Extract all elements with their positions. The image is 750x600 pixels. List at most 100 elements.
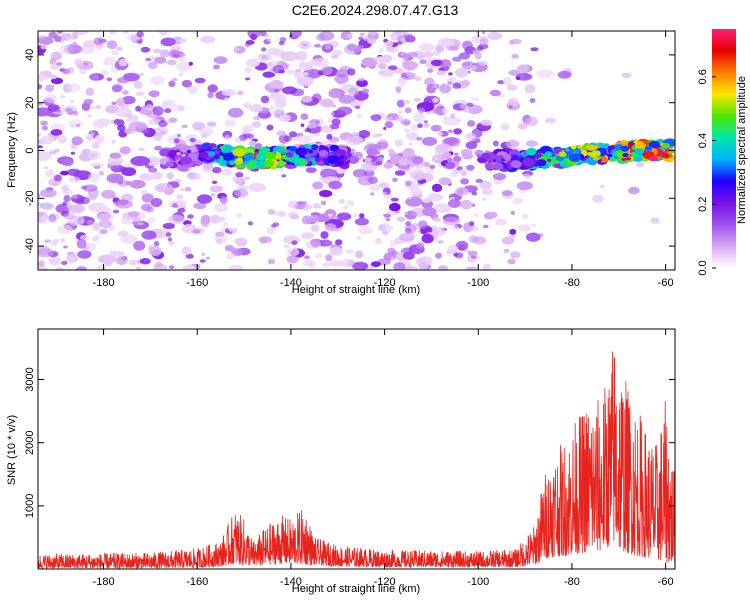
spectrogram-cell <box>254 143 263 150</box>
spectrogram-cell <box>233 237 246 245</box>
spectrogram-cell <box>507 97 519 108</box>
spectrogram-cell <box>227 107 244 118</box>
spectrogram-signal-cell <box>314 157 322 163</box>
spectrogram-signal-cell <box>611 152 618 157</box>
spectrogram-signal-cell <box>644 145 653 152</box>
spectrogram-cell <box>122 90 129 95</box>
spectrogram-cell <box>117 230 128 237</box>
spectrogram-signal-cell <box>503 154 512 161</box>
spectrogram-cell <box>140 46 151 53</box>
spectrogram-cell <box>38 133 42 137</box>
spectrogram-cell <box>250 33 258 40</box>
spectrogram-cell <box>374 237 383 245</box>
spectrogram-cell <box>372 133 379 138</box>
spectrogram-cell <box>473 213 479 218</box>
spectrogram-cell <box>507 258 516 265</box>
spectrogram-signal-cell <box>308 149 313 154</box>
spectrogram-cell <box>115 256 128 266</box>
x-tick-label: -160 <box>186 277 208 289</box>
spectrogram-cell <box>408 142 412 146</box>
spectrogram-cell <box>356 235 362 241</box>
spectrogram-cell <box>422 207 437 217</box>
spectrogram-cell <box>236 213 243 217</box>
spectrogram-cell <box>245 40 255 45</box>
spectrogram-cell <box>511 38 522 45</box>
spectrogram-cell <box>140 203 152 212</box>
spectrogram-cell <box>72 110 79 116</box>
spectrogram-cell <box>89 106 95 110</box>
spectrogram-cell <box>125 180 131 186</box>
spectrogram-signal-cell <box>398 165 403 169</box>
spectrogram-cell <box>267 208 275 215</box>
x-tick-label: -180 <box>93 576 115 588</box>
spectrogram-cell <box>38 260 45 267</box>
spectrogram-cell <box>432 97 439 103</box>
spectrogram-cell <box>96 265 108 270</box>
spectrogram-cell <box>439 84 452 94</box>
spectrogram-cell <box>517 123 528 130</box>
spectrogram-cell <box>266 124 274 131</box>
spectrogram-signal-cell <box>222 152 234 161</box>
spectrogram-cell <box>148 90 160 98</box>
spectrogram-cell <box>62 32 74 40</box>
spectrogram-cell <box>267 258 276 265</box>
spectrogram-cell <box>320 65 333 76</box>
spectrogram-cell <box>379 182 389 189</box>
spectrogram-cell <box>168 117 178 123</box>
spectrogram-cell <box>43 166 49 170</box>
spectrogram-cell <box>377 70 385 76</box>
spectrogram-cell <box>148 167 158 173</box>
spectrogram-cell <box>158 120 168 128</box>
spectrogram-cell <box>70 100 74 104</box>
spectrogram-cell <box>300 203 313 211</box>
spectrogram-cell <box>460 178 469 185</box>
spectrogram-cell <box>431 183 443 193</box>
spectrogram-cell <box>380 138 387 142</box>
spectrogram-cell <box>501 190 513 197</box>
spectrogram-cell <box>382 230 389 236</box>
spectrogram-cell <box>325 43 331 50</box>
spectrogram-cell <box>153 241 160 247</box>
spectrogram-cell <box>423 123 430 128</box>
spectrogram-cell <box>300 113 309 120</box>
spectrogram-cell <box>471 191 478 196</box>
spectrogram-cell <box>123 72 140 82</box>
spectrogram-cell <box>367 38 377 44</box>
x-tick-label: -60 <box>658 277 674 289</box>
spectrogram-cell <box>442 216 461 226</box>
y-tick-label: 3000 <box>24 367 36 391</box>
spectrogram-cell <box>329 260 343 267</box>
spectrogram-cell <box>249 104 263 113</box>
spectrogram-signal-cell <box>596 155 602 159</box>
spectrogram-cell <box>97 254 117 264</box>
spectrogram-cell <box>451 225 459 231</box>
spectrogram-cell <box>79 69 87 75</box>
spectrogram-cell <box>456 118 462 123</box>
spectrogram-signal-cell <box>207 151 216 157</box>
spectrogram-marks <box>38 31 675 270</box>
spectrogram-cell <box>133 240 146 251</box>
spectrogram-cell <box>326 133 333 140</box>
spectrogram-cell <box>176 199 187 209</box>
spectrogram-cell <box>441 107 449 114</box>
spectrogram-cell <box>328 180 343 190</box>
spectrogram-cell <box>529 98 536 103</box>
spectrogram-signal-cell <box>246 161 258 170</box>
spectrogram-cell <box>320 200 327 206</box>
spectrogram-cell <box>433 107 444 115</box>
spectrogram-cell <box>181 124 189 129</box>
spectrogram-signal-cell <box>209 143 217 149</box>
spectrogram-cell <box>482 224 489 229</box>
spectrogram-cell <box>465 141 478 150</box>
spectrogram-cell <box>174 179 182 183</box>
spectrogram-cell <box>314 253 323 259</box>
spectrogram-cell <box>116 98 125 107</box>
spectrogram-signal-cell <box>366 148 378 157</box>
spectrogram-cell <box>407 196 412 200</box>
spectrogram-cell <box>361 88 369 94</box>
spectrogram-cell <box>466 102 474 107</box>
spectrogram-cell <box>286 69 295 75</box>
spectrogram-cell <box>381 223 389 229</box>
spectrogram-cell <box>405 221 412 227</box>
